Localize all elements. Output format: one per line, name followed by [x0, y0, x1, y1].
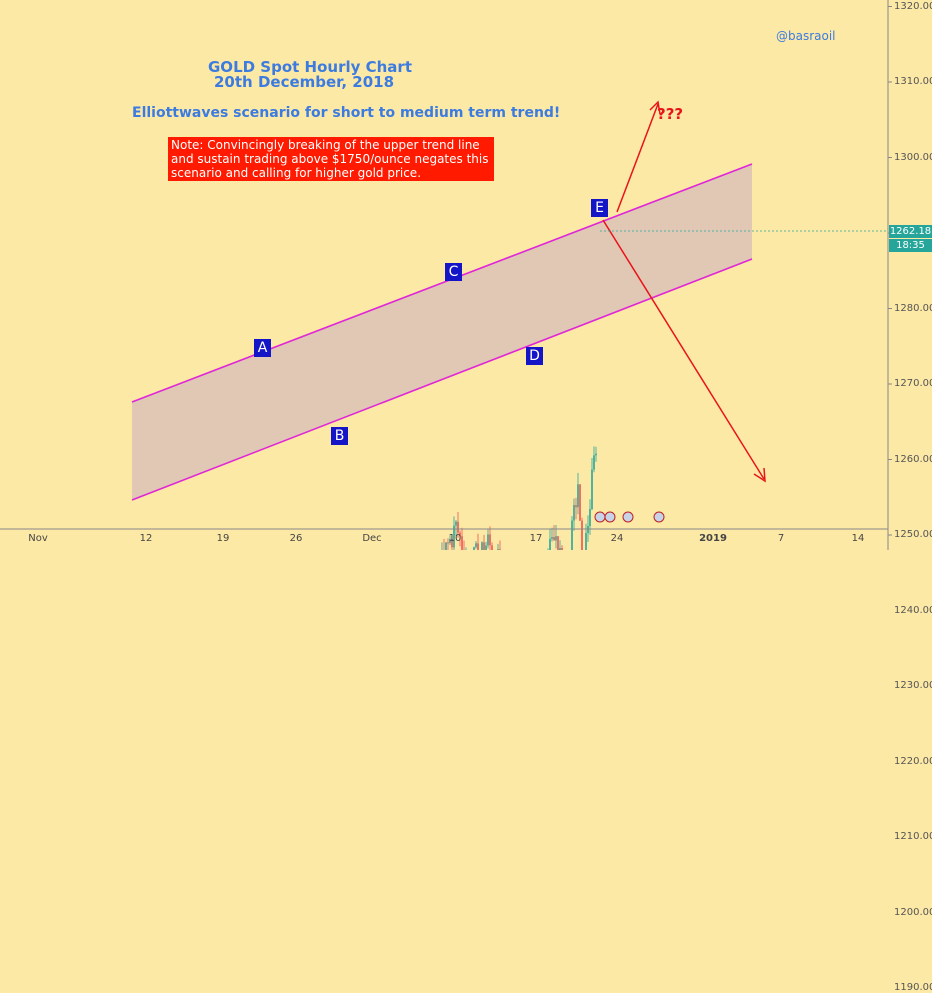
- candle-body: [591, 470, 593, 509]
- candle-body: [593, 455, 595, 469]
- time-tick-label: 7: [778, 533, 784, 544]
- candle-body: [549, 539, 551, 550]
- price-tick-label: 1270.00: [894, 378, 932, 389]
- chart-stage: GOLD Spot Hourly Chart 20th December, 20…: [0, 0, 932, 550]
- time-tick-label: 26: [290, 533, 303, 544]
- time-tick-label: 17: [530, 533, 543, 544]
- candle-body: [585, 533, 587, 550]
- candle-body: [461, 536, 463, 550]
- scenario-note: Note: Convincingly breaking of the upper…: [168, 137, 494, 181]
- candle-body: [579, 484, 581, 520]
- price-tick-label: 1260.00: [894, 454, 932, 465]
- author-watermark: @basraoil: [776, 29, 836, 43]
- wave-label-e[interactable]: E: [591, 199, 608, 217]
- candle-body: [491, 545, 493, 550]
- us-flag-icon: [605, 512, 615, 522]
- candle-body: [581, 521, 583, 550]
- candle-body: [557, 536, 559, 550]
- question-label: ???: [657, 105, 683, 123]
- price-tick-label: 1190.00: [894, 982, 932, 993]
- price-tick-label: 1240.00: [894, 605, 932, 616]
- candle-body: [553, 537, 555, 540]
- us-flag-icon: [623, 512, 633, 522]
- price-tick-label: 1220.00: [894, 756, 932, 767]
- candle-body: [475, 543, 477, 547]
- price-tick-label: 1300.00: [894, 152, 932, 163]
- bullish-arrow-line: [617, 104, 658, 212]
- us-flag-icon: [654, 512, 664, 522]
- chart-subtitle: Elliottwaves scenario for short to mediu…: [132, 105, 560, 121]
- candle-body: [487, 534, 489, 545]
- grid-lines: [888, 7, 892, 551]
- candle-body: [489, 534, 491, 545]
- price-tick-label: 1250.00: [894, 529, 932, 540]
- candle-body: [477, 543, 479, 550]
- candle-body: [555, 536, 557, 540]
- price-tick-label: 1200.00: [894, 907, 932, 918]
- candle-body: [571, 521, 573, 550]
- price-tick-label: 1310.00: [894, 76, 932, 87]
- candle-body: [595, 454, 597, 456]
- time-tick-label: Dec: [362, 533, 381, 544]
- candle-body: [485, 545, 487, 550]
- time-tick-label: 24: [611, 533, 624, 544]
- candle-body: [573, 505, 575, 520]
- price-tick-label: 1210.00: [894, 831, 932, 842]
- time-tick-label: 10: [449, 533, 462, 544]
- time-tick-label: 2019: [699, 533, 727, 544]
- wave-label-a[interactable]: A: [254, 339, 271, 357]
- time-tick-label: Nov: [28, 533, 48, 544]
- last-price-label: 1262.18: [889, 225, 932, 238]
- candle-body: [551, 537, 553, 539]
- trend-channel-fill: [132, 164, 752, 500]
- candle-body: [483, 542, 485, 550]
- candle-body: [589, 509, 591, 526]
- candle-body: [455, 522, 457, 526]
- last-price-time: 18:35: [889, 239, 932, 252]
- chart-date: 20th December, 2018: [214, 73, 394, 91]
- candle-body: [577, 484, 579, 507]
- candle-body: [445, 542, 447, 550]
- chart-canvas[interactable]: [0, 0, 932, 550]
- time-tick-label: 19: [217, 533, 230, 544]
- wave-label-b[interactable]: B: [331, 427, 348, 445]
- candle-body: [575, 505, 577, 507]
- price-tick-label: 1280.00: [894, 303, 932, 314]
- price-tick-label: 1230.00: [894, 680, 932, 691]
- us-flag-icon: [595, 512, 605, 522]
- wave-label-d[interactable]: D: [526, 347, 543, 365]
- calendar-events[interactable]: [595, 512, 664, 522]
- candle-body: [457, 522, 459, 533]
- candle-body: [481, 542, 483, 550]
- time-tick-label: 14: [852, 533, 865, 544]
- wave-label-c[interactable]: C: [445, 263, 462, 281]
- time-tick-label: 12: [140, 533, 153, 544]
- price-tick-label: 1320.00: [894, 1, 932, 12]
